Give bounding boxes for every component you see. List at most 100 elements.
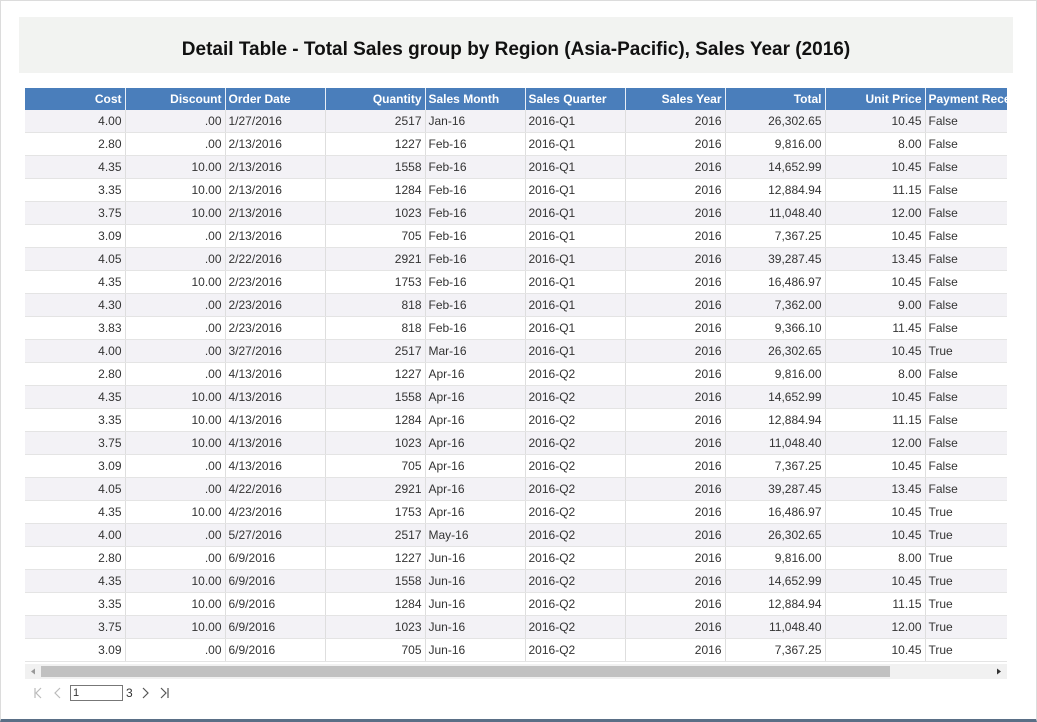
table-row: 3.09.00 2/13/2016 705 Feb-16 2016-Q1 2016 7,36… — [25, 224, 1007, 248]
table-cell: 1023 — [325, 201, 426, 225]
table-cell: 2016-Q1 — [525, 224, 626, 248]
table-cell: 2921 — [325, 477, 426, 501]
table-cell: 2921 — [325, 247, 426, 271]
table-cell: 1227 — [325, 132, 426, 156]
table-cell: 1284 — [325, 408, 426, 432]
table-cell: 10.45 — [825, 155, 926, 179]
table-cell: 7,367.25 — [725, 454, 826, 478]
table-cell: False — [925, 293, 1007, 317]
table-row: 4.05.00 2/22/2016 2921 Feb-16 2016-Q1 2016 39,… — [25, 247, 1007, 271]
table-cell: 2.80 — [25, 132, 126, 156]
table-cell: 4/13/2016 — [225, 362, 326, 386]
column-header[interactable]: Sales Year — [625, 88, 726, 110]
table-cell: 2016 — [625, 270, 726, 294]
table-cell: 2016-Q1 — [525, 178, 626, 202]
table-cell: 2016-Q2 — [525, 362, 626, 386]
table-cell: 7,367.25 — [725, 638, 826, 662]
table-cell: Jun-16 — [425, 638, 526, 662]
table-cell: 2016 — [625, 592, 726, 616]
table-row: 2.80.00 4/13/2016 1227 Apr-16 2016-Q2 2016 9,8… — [25, 362, 1007, 386]
table-cell: .00 — [125, 638, 226, 662]
table-cell: 26,302.65 — [725, 523, 826, 547]
table-cell: 12.00 — [825, 201, 926, 225]
table-cell: 2016 — [625, 155, 726, 179]
table-cell: 13.45 — [825, 247, 926, 271]
table-cell: 12.00 — [825, 615, 926, 639]
table-cell: 12,884.94 — [725, 408, 826, 432]
table-row: 3.35 10.00 2/13/2016 1284 Feb-16 2016-Q1 2016 1… — [25, 178, 1007, 202]
column-header[interactable]: Discount — [125, 88, 226, 110]
table-row: 3.75 10.00 4/13/2016 1023 Apr-16 2016-Q2 2016 1… — [25, 431, 1007, 455]
table-cell: 14,652.99 — [725, 385, 826, 409]
table-cell: 2016 — [625, 569, 726, 593]
column-header[interactable]: Payment Rece — [925, 88, 1007, 110]
next-page[interactable] — [142, 687, 149, 699]
pager-icons — [34, 687, 169, 699]
first-page-arrow[interactable] — [35, 687, 42, 699]
column-header[interactable]: Sales Quarter — [525, 88, 626, 110]
table-cell: 6/9/2016 — [225, 546, 326, 570]
table-cell: False — [925, 408, 1007, 432]
scroll-thumb[interactable] — [41, 666, 890, 677]
prev-page[interactable] — [54, 687, 61, 699]
table-cell: True — [925, 523, 1007, 547]
table-cell: 2016 — [625, 201, 726, 225]
column-header[interactable]: Order Date — [225, 88, 326, 110]
table-cell: Feb-16 — [425, 178, 526, 202]
page-input[interactable]: 1 — [70, 685, 123, 701]
table-cell: 8.00 — [825, 546, 926, 570]
table-cell: 2016-Q2 — [525, 523, 626, 547]
table-cell: 2016-Q1 — [525, 316, 626, 340]
column-header[interactable]: Cost — [25, 88, 126, 110]
table-cell: 2/22/2016 — [225, 247, 326, 271]
table-cell: 2016-Q2 — [525, 408, 626, 432]
table-cell: 39,287.45 — [725, 247, 826, 271]
table-cell: False — [925, 316, 1007, 340]
table-cell: 4.00 — [25, 523, 126, 547]
table-cell: 5/27/2016 — [225, 523, 326, 547]
table-cell: 1753 — [325, 270, 426, 294]
table-cell: 3.83 — [25, 316, 126, 340]
table-cell: 2016-Q1 — [525, 293, 626, 317]
table-cell: 2016 — [625, 523, 726, 547]
table-cell: 2016-Q2 — [525, 385, 626, 409]
table-cell: True — [925, 569, 1007, 593]
table-cell: Feb-16 — [425, 247, 526, 271]
page-total: 3 — [126, 686, 133, 700]
table-cell: 10.00 — [125, 270, 226, 294]
table-cell: 2016 — [625, 362, 726, 386]
scroll-arrows — [31, 668, 1001, 675]
table-cell: 9,816.00 — [725, 546, 826, 570]
horizontal-scrollbar[interactable] — [25, 664, 1007, 679]
table-cell: 9,366.10 — [725, 316, 826, 340]
table-cell: False — [925, 247, 1007, 271]
table-cell: 6/9/2016 — [225, 569, 326, 593]
table-row: 4.35 10.00 2/13/2016 1558 Feb-16 2016-Q1 2016 1… — [25, 155, 1007, 179]
table-cell: 2016 — [625, 546, 726, 570]
table-cell: 2517 — [325, 110, 426, 133]
table-cell: 2016-Q2 — [525, 569, 626, 593]
scroll-right[interactable] — [997, 668, 1001, 675]
table-row: 4.00.00 5/27/2016 2517 May-16 2016-Q2 2016 26,… — [25, 523, 1007, 547]
table-cell: 2/13/2016 — [225, 155, 326, 179]
table-cell: 11.15 — [825, 592, 926, 616]
table-cell: 2/13/2016 — [225, 224, 326, 248]
scroll-left[interactable] — [31, 668, 35, 675]
column-header[interactable]: Quantity — [325, 88, 426, 110]
table-cell: False — [925, 270, 1007, 294]
table-cell: Apr-16 — [425, 477, 526, 501]
table-cell: 10.00 — [125, 201, 226, 225]
table-cell: 10.00 — [125, 155, 226, 179]
table-cell: 1284 — [325, 178, 426, 202]
table-cell: 3.09 — [25, 224, 126, 248]
table-cell: 26,302.65 — [725, 110, 826, 133]
table-cell: 4.00 — [25, 339, 126, 363]
column-header[interactable]: Unit Price — [825, 88, 926, 110]
table-cell: 818 — [325, 316, 426, 340]
column-header[interactable]: Sales Month — [425, 88, 526, 110]
column-header[interactable]: Total — [725, 88, 826, 110]
table-row: 3.75 10.00 6/9/2016 1023 Jun-16 2016-Q2 2016 11… — [25, 615, 1007, 639]
last-page-arrow[interactable] — [160, 687, 167, 699]
table-cell: 10.45 — [825, 454, 926, 478]
table-cell: 4/13/2016 — [225, 408, 326, 432]
